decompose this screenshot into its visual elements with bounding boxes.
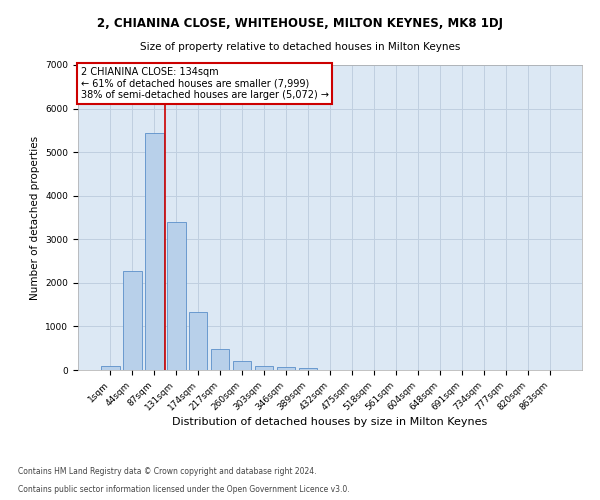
Bar — [145, 132, 164, 370]
Text: Contains HM Land Registry data © Crown copyright and database right 2024.: Contains HM Land Registry data © Crown c… — [18, 467, 317, 476]
Text: Contains public sector information licensed under the Open Government Licence v3: Contains public sector information licen… — [18, 485, 350, 494]
Text: Size of property relative to detached houses in Milton Keynes: Size of property relative to detached ho… — [140, 42, 460, 52]
Y-axis label: Number of detached properties: Number of detached properties — [30, 136, 40, 300]
Bar — [167, 222, 185, 370]
Text: 2, CHIANINA CLOSE, WHITEHOUSE, MILTON KEYNES, MK8 1DJ: 2, CHIANINA CLOSE, WHITEHOUSE, MILTON KE… — [97, 18, 503, 30]
Text: 2 CHIANINA CLOSE: 134sqm
← 61% of detached houses are smaller (7,999)
38% of sem: 2 CHIANINA CLOSE: 134sqm ← 61% of detach… — [80, 66, 329, 100]
X-axis label: Distribution of detached houses by size in Milton Keynes: Distribution of detached houses by size … — [172, 418, 488, 428]
Bar — [123, 270, 142, 370]
Bar — [189, 312, 208, 370]
Bar — [277, 368, 295, 370]
Bar — [299, 368, 317, 370]
Bar — [101, 366, 119, 370]
Bar — [255, 366, 274, 370]
Bar — [233, 362, 251, 370]
Bar — [211, 349, 229, 370]
